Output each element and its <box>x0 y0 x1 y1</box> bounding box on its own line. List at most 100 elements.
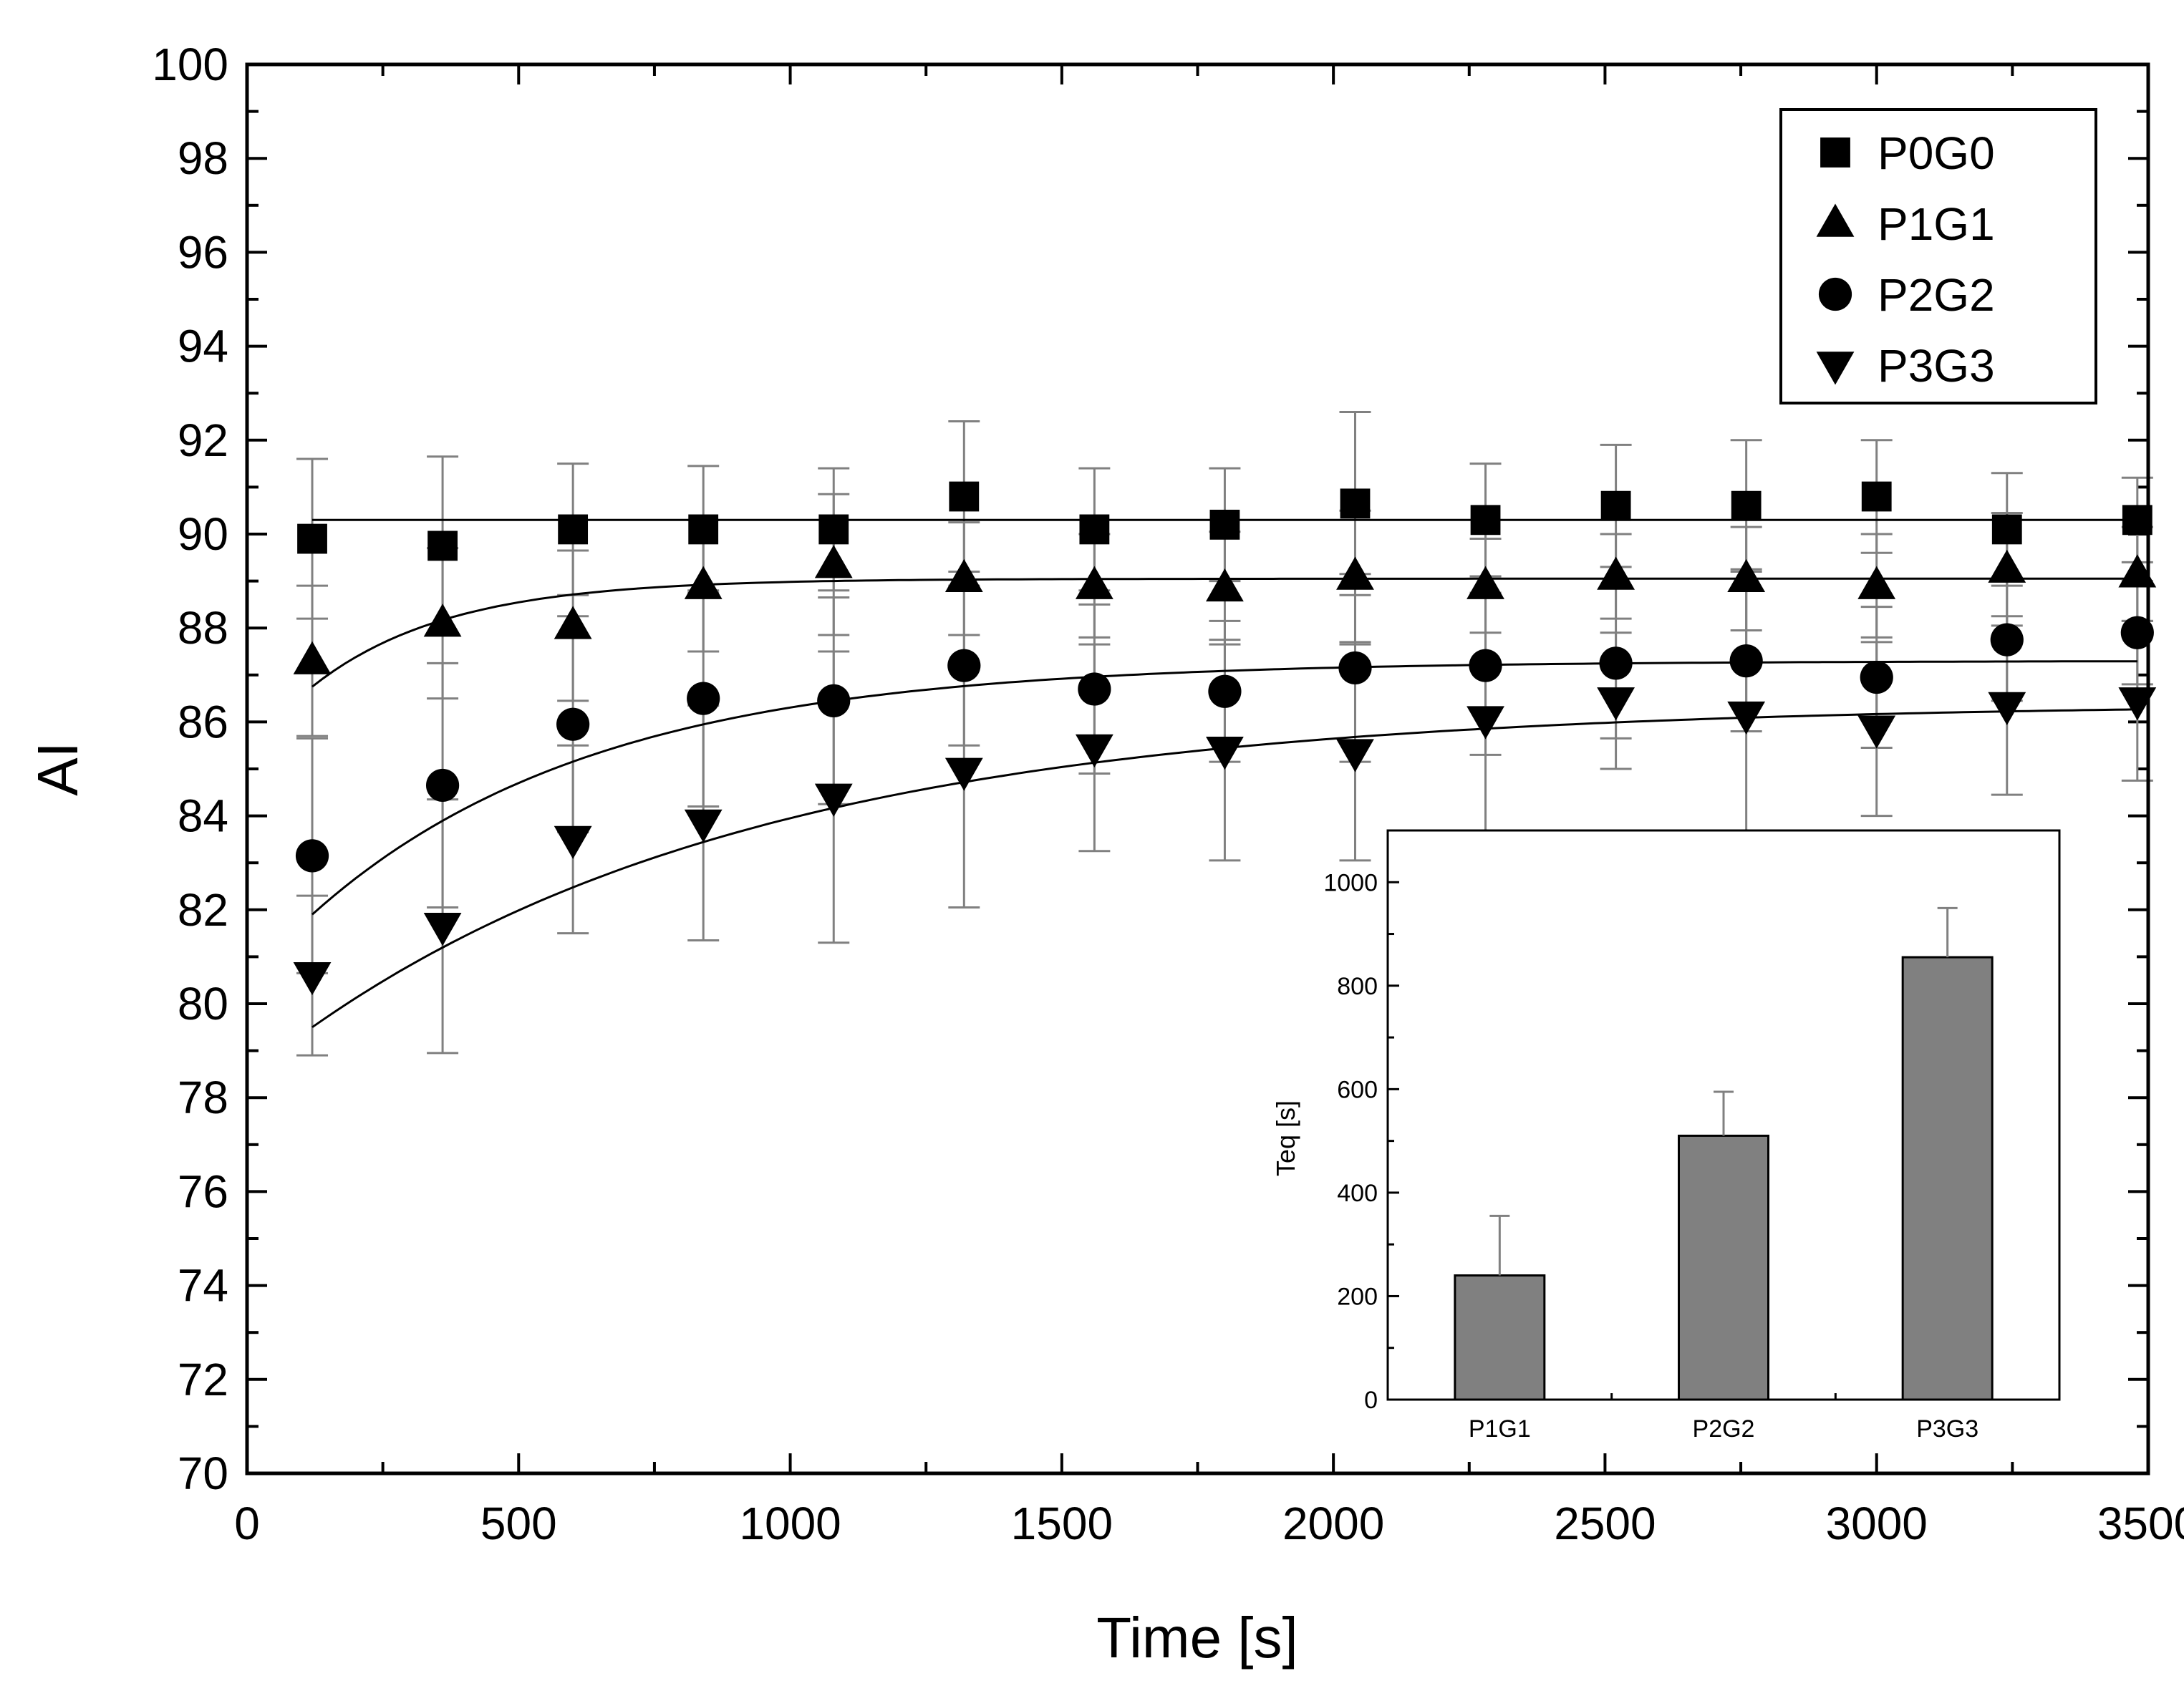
data-point-p2g2 <box>1729 644 1763 678</box>
data-point-p1g1 <box>1206 568 1244 602</box>
data-point-p0g0 <box>688 514 719 545</box>
main-plot: 0500100015002000250030003500707274767880… <box>26 39 2184 1670</box>
data-point-p1g1 <box>554 606 592 639</box>
y-tick-label: 74 <box>178 1260 228 1312</box>
legend-marker-p3g3 <box>1816 352 1855 385</box>
y-tick-label: 88 <box>178 602 228 654</box>
inset-y-tick-label: 800 <box>1337 973 1378 1000</box>
data-point-p1g1 <box>423 604 462 637</box>
data-point-p1g1 <box>1857 566 1896 599</box>
x-tick-label: 0 <box>234 1498 260 1549</box>
data-point-p3g3 <box>1467 706 1504 740</box>
data-point-p0g0 <box>1340 488 1371 519</box>
data-point-p0g0 <box>1731 490 1762 521</box>
y-tick-label: 76 <box>178 1166 228 1217</box>
data-point-p0g0 <box>1861 481 1892 512</box>
inset-y-tick-label: 400 <box>1337 1180 1378 1207</box>
main-plot-frame <box>245 62 2150 1476</box>
inset-bar-chart: 0 200 400 600 800 1000 P1G1 P2G2 P3G3 Teq [s] <box>1271 829 2061 1443</box>
legend-label-p0g0: P0G0 <box>1878 127 1995 179</box>
inset-x-tick-label: P1G1 <box>1469 1415 1531 1443</box>
data-point-p1g1 <box>944 558 983 593</box>
data-point-p2g2 <box>817 684 851 717</box>
data-point-p3g3 <box>944 757 983 791</box>
data-point-p0g0 <box>818 514 849 545</box>
y-tick-label: 70 <box>178 1448 228 1499</box>
data-point-p1g1 <box>1336 556 1374 590</box>
data-point-p0g0 <box>949 481 980 512</box>
data-point-p3g3 <box>1857 715 1896 749</box>
data-point-p2g2 <box>2120 616 2154 649</box>
data-point-p0g0 <box>1209 509 1240 540</box>
data-point-p1g1 <box>684 566 723 599</box>
y-tick-label: 78 <box>178 1072 228 1123</box>
data-point-p0g0 <box>1079 514 1110 545</box>
x-tick-label: 3000 <box>1826 1498 1928 1549</box>
y-tick-label: 90 <box>178 508 228 560</box>
data-point-p1g1 <box>293 641 332 674</box>
inset-y-tick-label: 200 <box>1337 1283 1378 1310</box>
y-tick-label: 98 <box>178 132 228 184</box>
data-point-p1g1 <box>1597 556 1635 590</box>
inset-bar-p2g2 <box>1678 1134 1769 1401</box>
data-point-p3g3 <box>1206 737 1244 770</box>
y-tick-label: 100 <box>152 39 228 90</box>
inset-frame <box>1386 829 2061 1401</box>
inset-error-bars <box>1489 906 1958 1276</box>
legend: P0G0 P1G1 P2G2 P3G3 <box>1779 108 2097 404</box>
data-point-p3g3 <box>814 783 853 817</box>
data-point-p0g0 <box>297 523 327 554</box>
inset-bar-p1g1 <box>1454 1274 1546 1401</box>
data-point-p0g0 <box>1600 490 1631 521</box>
fit-curve-p2g2 <box>311 660 2137 916</box>
data-point-p2g2 <box>947 649 981 682</box>
legend-marker-p1g1 <box>1816 203 1855 237</box>
y-tick-label: 86 <box>178 696 228 747</box>
y-tick-label: 82 <box>178 884 228 936</box>
x-tick-label: 1500 <box>1011 1498 1113 1549</box>
x-tick-label: 500 <box>480 1498 557 1549</box>
data-point-p0g0 <box>427 530 458 561</box>
data-point-p2g2 <box>1860 660 1893 694</box>
x-axis-title: Time [s] <box>1096 1606 1298 1670</box>
data-point-p2g2 <box>1338 651 1372 685</box>
data-point-p2g2 <box>1208 674 1242 708</box>
inset-x-tick-label: P3G3 <box>1916 1415 1978 1443</box>
legend-label-p3g3: P3G3 <box>1878 340 1995 392</box>
data-point-p1g1 <box>1988 549 2026 583</box>
legend-label-p2g2: P2G2 <box>1878 269 1995 321</box>
main-data-markers <box>293 481 2157 996</box>
data-point-p3g3 <box>293 961 332 996</box>
inset-bars <box>1454 956 1994 1401</box>
main-axis-ticks <box>246 63 2150 1475</box>
data-point-p2g2 <box>425 768 460 803</box>
data-point-p1g1 <box>814 545 853 578</box>
x-tick-label: 3500 <box>2097 1498 2184 1549</box>
x-tick-label: 2500 <box>1554 1498 1656 1549</box>
data-point-p1g1 <box>1727 558 1766 593</box>
data-point-p0g0 <box>1991 514 2022 545</box>
legend-marker-p2g2 <box>1818 277 1852 311</box>
data-point-p1g1 <box>1075 566 1113 599</box>
inset-bar-p3g3 <box>1901 956 1994 1401</box>
data-point-p3g3 <box>1597 687 1635 721</box>
inset-y-axis-title: Teq [s] <box>1271 1100 1300 1176</box>
inset-y-tick-label: 600 <box>1337 1076 1378 1103</box>
main-tick-labels: 0500100015002000250030003500707274767880… <box>152 39 2184 1549</box>
y-tick-label: 96 <box>178 226 228 278</box>
data-point-p3g3 <box>554 825 592 859</box>
data-point-p3g3 <box>1727 701 1766 735</box>
data-point-p3g3 <box>1336 739 1374 772</box>
inset-tick-labels: 0 200 400 600 800 1000 P1G1 P2G2 P3G3 <box>1323 869 1978 1443</box>
inset-y-tick-label: 0 <box>1364 1387 1378 1414</box>
data-point-p0g0 <box>1470 505 1501 536</box>
data-point-p2g2 <box>687 682 720 715</box>
inset-y-tick-label: 1000 <box>1323 869 1378 896</box>
y-tick-label: 84 <box>178 790 228 842</box>
data-point-p3g3 <box>423 913 462 946</box>
y-tick-label: 92 <box>178 415 228 466</box>
y-tick-label: 80 <box>178 978 228 1029</box>
y-axis-title: AI <box>26 742 90 796</box>
x-tick-label: 2000 <box>1282 1498 1384 1549</box>
